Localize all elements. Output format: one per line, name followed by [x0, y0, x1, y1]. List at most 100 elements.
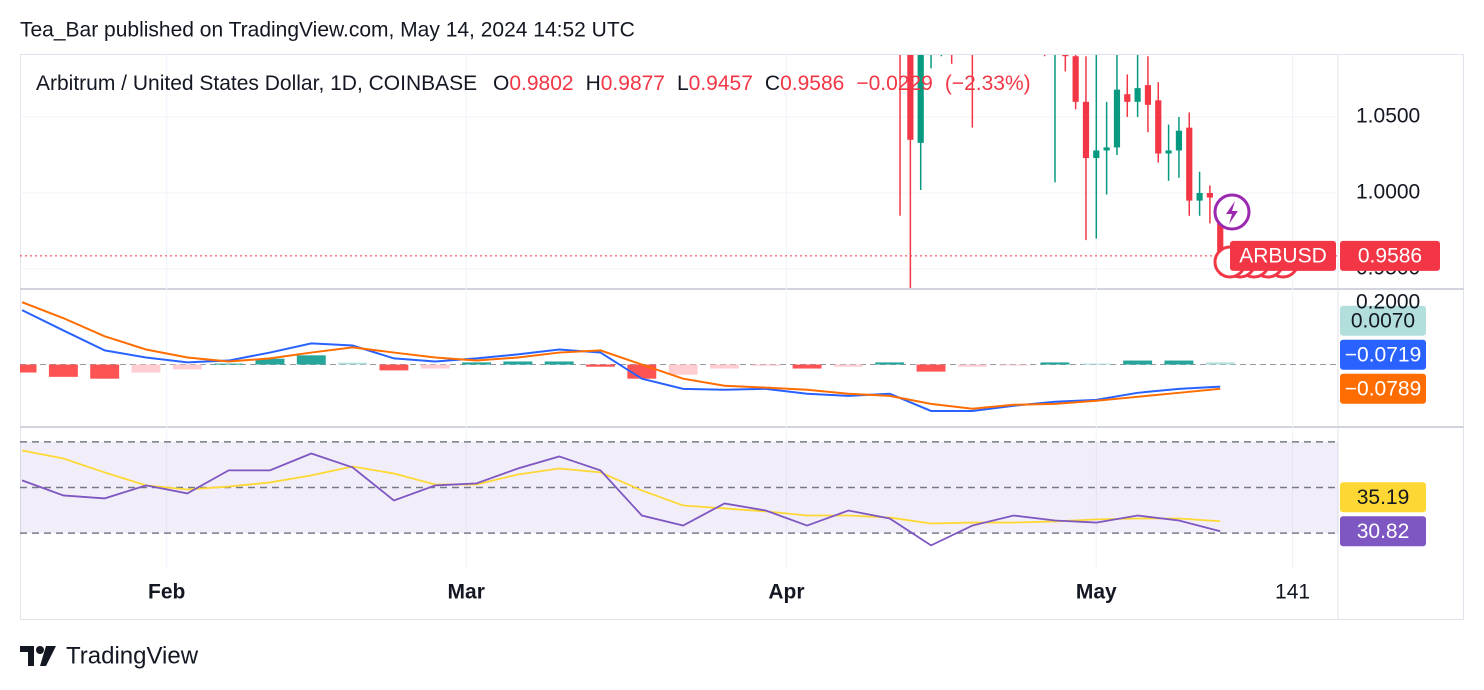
change: −0.0229	[856, 72, 933, 95]
histogram-bar	[48, 364, 78, 377]
candle-body	[917, 55, 924, 143]
indicator-line	[21, 301, 1221, 410]
candle-body	[1082, 101, 1090, 159]
legend: Arbitrum / United States Dollar, 1D, COI…	[36, 72, 1043, 96]
value-badge-bg	[1340, 339, 1426, 370]
x-tick-label: Mar	[448, 581, 485, 604]
ohlc-value: 0.9802	[509, 72, 574, 95]
y-tick-label: 1.0000	[1356, 181, 1420, 204]
axes: FebMarAprMay1410.95001.00001.0500ARBUSD0…	[148, 105, 1440, 604]
candle-body	[1042, 0, 1048, 33]
histogram-bar	[172, 364, 202, 370]
value-badge-bg	[1340, 482, 1426, 513]
ohlc-value: 0.9457	[688, 72, 753, 95]
candle-body	[1103, 147, 1110, 151]
histogram-bar	[214, 363, 244, 365]
ohlc-key: O	[493, 72, 510, 95]
candle-body	[969, 0, 975, 41]
histogram-bar	[90, 364, 120, 379]
candle-body	[980, 11, 986, 41]
change-percent: (−2.33%)	[944, 72, 1031, 95]
candle-body	[959, 0, 965, 11]
histogram-bar	[255, 358, 285, 365]
y-tick-label: 0.2000	[1356, 291, 1420, 314]
candle-body	[1113, 89, 1121, 148]
chart-frame	[20, 54, 1464, 620]
macd-pane: 0.0070 −0.0719 −0.0789	[20, 301, 1426, 412]
candle-body	[1072, 56, 1079, 102]
candle-body	[949, 0, 955, 11]
candle-body	[907, 55, 914, 140]
x-tick-label: 141	[1275, 581, 1310, 604]
ohlc-value: 0.9586	[780, 72, 845, 95]
histogram-bar	[792, 364, 822, 369]
candle-body	[1175, 130, 1183, 151]
value-badge: −0.0789	[1345, 377, 1422, 400]
histogram-bar	[586, 364, 615, 367]
brand: TradingView	[66, 642, 199, 669]
histogram-bar	[1081, 363, 1111, 365]
x-tick-label: Apr	[768, 581, 804, 604]
y-tick-label: 1.0500	[1356, 105, 1420, 128]
x-tick-label: May	[1076, 581, 1117, 604]
candle-body	[1093, 150, 1100, 159]
x-tick-label: Feb	[148, 581, 185, 604]
indicator-line	[21, 452, 1221, 547]
candle-body	[1196, 193, 1203, 201]
histogram-bar	[1205, 362, 1235, 365]
histogram-bar	[544, 361, 574, 365]
candle-body	[1206, 193, 1214, 198]
publish-header: Tea_Bar published on TradingView.com, Ma…	[20, 19, 635, 42]
histogram-bar	[709, 364, 739, 369]
candle-body	[1124, 94, 1131, 102]
candle-body	[1062, 55, 1069, 57]
indicator-line	[21, 449, 1221, 525]
last-price-badge: 0.9586	[1358, 244, 1422, 267]
candle-body	[928, 0, 934, 41]
ohlc-key: H	[585, 72, 601, 95]
candle-body	[1155, 100, 1162, 154]
histogram-bar	[20, 364, 37, 373]
ohlc-key: L	[676, 72, 689, 95]
value-badge: 30.82	[1357, 520, 1410, 543]
histogram-bar	[875, 362, 905, 365]
value-badge-bg	[1340, 305, 1426, 336]
candle-body	[1165, 150, 1172, 154]
histogram-bar	[833, 364, 863, 367]
histogram-bar	[462, 362, 492, 365]
symbol-badge-bg	[1230, 240, 1336, 271]
candle-body	[990, 0, 996, 11]
symbol-title: Arbitrum / United States Dollar, 1D, COI…	[36, 72, 478, 95]
candle-body	[1052, 11, 1058, 49]
logo	[20, 646, 56, 666]
event-icon-bolt	[1226, 201, 1238, 224]
value-badge: −0.0719	[1345, 343, 1422, 366]
value-badge: 0.0070	[1351, 309, 1415, 332]
value-badge-bg	[1340, 516, 1426, 547]
histogram-bar	[1123, 360, 1153, 365]
candle-body	[1144, 85, 1152, 105]
price-pane	[20, 0, 1338, 288]
histogram-bar	[668, 364, 698, 375]
candle-body	[897, 0, 903, 41]
candle-body	[1134, 88, 1141, 102]
histogram-bar	[751, 364, 781, 366]
histogram-bar	[296, 355, 326, 365]
histogram-bar	[916, 364, 946, 372]
histogram-bar	[503, 361, 533, 365]
ohlc-key: C	[764, 72, 781, 95]
histogram-bar	[338, 362, 368, 365]
ohlc-value: 0.9877	[600, 72, 665, 95]
last-price-badge-bg	[1340, 240, 1440, 271]
rsi-pane	[20, 441, 1338, 547]
value-badge: 35.19	[1357, 486, 1410, 509]
candle-body	[1186, 127, 1193, 201]
histogram-bar	[131, 364, 161, 373]
candle-body	[1217, 223, 1224, 256]
value-badge-bg	[1340, 373, 1426, 404]
indicator-line	[21, 309, 1221, 412]
histogram-bar	[420, 364, 450, 369]
histogram-bar	[1164, 360, 1194, 365]
